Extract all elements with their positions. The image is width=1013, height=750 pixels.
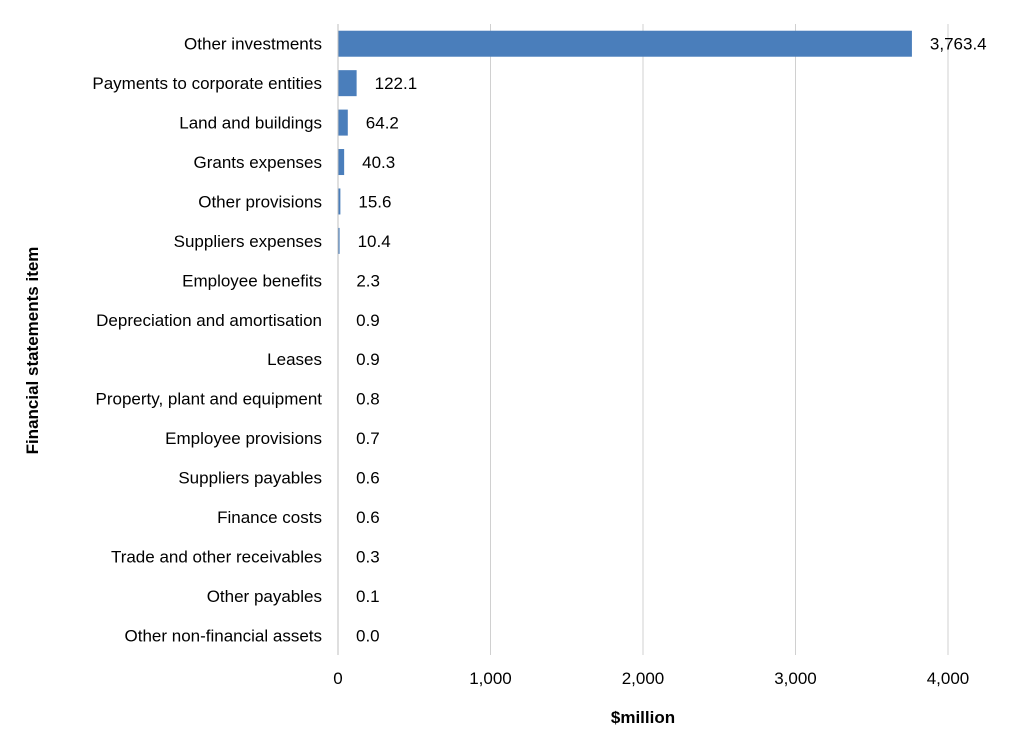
bars — [338, 30, 912, 609]
value-label: 40.3 — [362, 153, 395, 172]
category-label: Other non-financial assets — [125, 626, 323, 645]
bar — [338, 227, 340, 254]
x-tick-label: 4,000 — [927, 669, 970, 688]
gridlines — [490, 24, 949, 655]
value-label: 10.4 — [358, 232, 391, 251]
category-label: Other provisions — [198, 192, 322, 211]
category-label: Employee provisions — [165, 429, 322, 448]
x-tick-label: 1,000 — [469, 669, 512, 688]
category-label: Other payables — [207, 587, 322, 606]
value-label: 0.0 — [356, 626, 380, 645]
x-tick-labels: 0 1,000 2,000 3,000 4,000 — [333, 669, 969, 688]
value-label: 0.1 — [356, 587, 380, 606]
bar — [338, 188, 341, 215]
y-axis-title: Financial statements item — [23, 247, 42, 455]
bar — [338, 109, 348, 136]
bar — [338, 70, 357, 97]
value-label: 64.2 — [366, 114, 399, 133]
category-label: Leases — [267, 350, 322, 369]
bar — [338, 149, 345, 176]
value-label: 0.8 — [356, 390, 380, 409]
value-label: 2.3 — [356, 271, 380, 290]
value-labels: 3,763.4 122.1 64.2 40.3 15.6 10.4 2.3 0.9 0.9 0.8… — [356, 35, 987, 646]
x-axis-title: $million — [611, 708, 675, 727]
value-label: 15.6 — [358, 192, 391, 211]
category-label: Grants expenses — [193, 153, 322, 172]
value-label: 0.6 — [356, 508, 380, 527]
value-label: 0.3 — [356, 547, 380, 566]
category-label: Trade and other receivables — [111, 547, 322, 566]
category-label: Payments to corporate entities — [92, 74, 322, 93]
value-label: 0.9 — [356, 311, 380, 330]
category-labels: Other investments Payments to corporate e… — [92, 35, 322, 646]
x-tick-label: 3,000 — [774, 669, 817, 688]
value-label: 0.9 — [356, 350, 380, 369]
value-label: 3,763.4 — [930, 35, 987, 54]
bar — [338, 30, 912, 57]
value-label: 0.7 — [356, 429, 380, 448]
category-label: Depreciation and amortisation — [96, 311, 322, 330]
category-label: Other investments — [184, 35, 322, 54]
value-label: 122.1 — [375, 74, 418, 93]
value-label: 0.6 — [356, 469, 380, 488]
category-label: Finance costs — [217, 508, 322, 527]
category-label: Land and buildings — [179, 114, 322, 133]
category-label: Property, plant and equipment — [96, 390, 323, 409]
category-label: Suppliers expenses — [174, 232, 322, 251]
category-label: Employee benefits — [182, 271, 322, 290]
x-tick-label: 2,000 — [622, 669, 665, 688]
category-label: Suppliers payables — [178, 469, 322, 488]
x-tick-label: 0 — [333, 669, 342, 688]
